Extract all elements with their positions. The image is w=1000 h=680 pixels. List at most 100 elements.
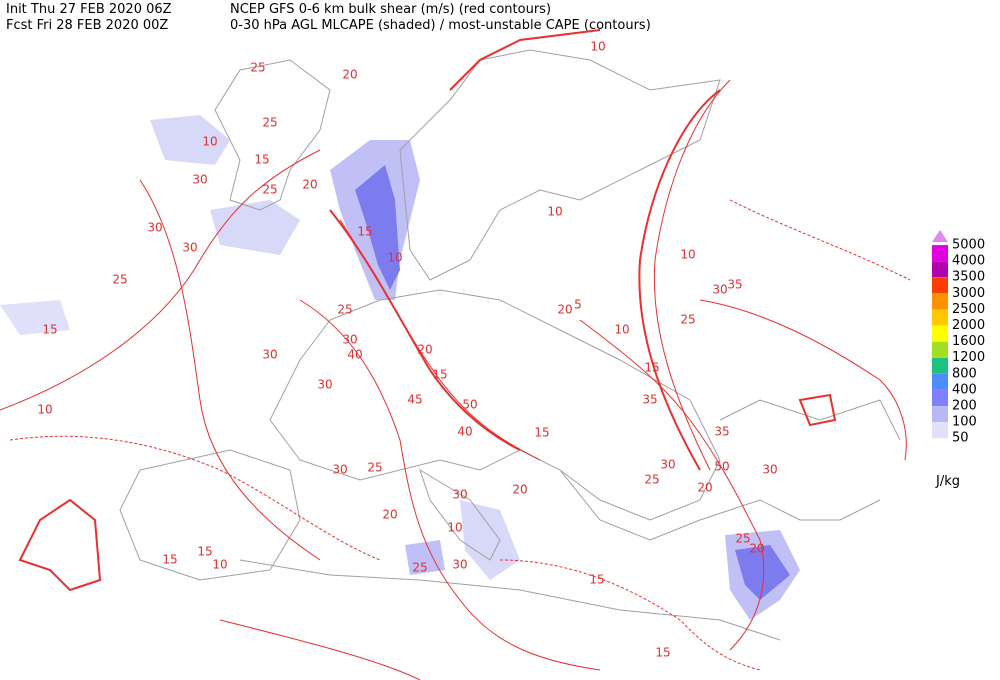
coastline xyxy=(119,449,301,581)
shear-contour xyxy=(0,149,321,411)
coastline xyxy=(214,59,331,211)
contour-label: 30 xyxy=(762,463,777,477)
cape-area xyxy=(735,545,790,600)
legend-swatch xyxy=(932,341,948,358)
contour-label: 45 xyxy=(407,393,422,407)
contour-label: 25 xyxy=(112,273,127,287)
contour-label: 10 xyxy=(37,403,52,417)
contour-label: 10 xyxy=(212,558,227,572)
shear-contour xyxy=(653,79,731,471)
legend-swatch xyxy=(932,406,948,423)
legend-swatch xyxy=(932,293,948,310)
shear-contour xyxy=(449,29,601,91)
contour-label: 25 xyxy=(250,61,265,75)
contour-label: 30 xyxy=(712,283,727,297)
legend-label: 200 xyxy=(952,399,977,414)
contour-label: 10 xyxy=(614,323,629,337)
shear-contour xyxy=(699,299,907,461)
legend-label: 1200 xyxy=(952,350,985,365)
shear-contour xyxy=(219,619,421,680)
contour-label: 10 xyxy=(202,135,217,149)
legend-unit: J/kg xyxy=(935,474,960,489)
init-time: Init Thu 27 FEB 2020 06Z xyxy=(6,2,172,17)
contour-label: 10 xyxy=(447,521,462,535)
model-title: NCEP GFS 0-6 km bulk shear (m/s) (red co… xyxy=(230,2,551,17)
contour-label: 30 xyxy=(182,241,197,255)
legend-swatch xyxy=(932,309,948,326)
contour-label: 15 xyxy=(432,368,447,382)
coastline xyxy=(399,49,721,281)
contour-label: 15 xyxy=(644,361,659,375)
shear-contour xyxy=(139,179,321,561)
contour-label: 15 xyxy=(589,573,604,587)
legend-label: 3500 xyxy=(952,270,985,285)
field-title: 0-30 hPa AGL MLCAPE (shaded) / most-unst… xyxy=(230,18,651,33)
legend-swatch xyxy=(932,277,948,294)
shear-contour xyxy=(18,498,102,592)
contour-label: 10 xyxy=(680,248,695,262)
contour-label: 30 xyxy=(342,333,357,347)
legend-swatch xyxy=(932,373,948,390)
contour-label: 25 xyxy=(412,561,427,575)
cape-shading xyxy=(0,115,800,620)
contour-label: 20 xyxy=(749,542,764,556)
contour-label: 30 xyxy=(147,221,162,235)
contour-label: 25 xyxy=(262,116,277,130)
cape-area xyxy=(0,300,70,335)
legend-swatch xyxy=(932,357,948,374)
contour-label: 10 xyxy=(590,40,605,54)
contour-label: 40 xyxy=(457,425,472,439)
contour-label: 15 xyxy=(42,323,57,337)
coastline xyxy=(239,559,781,641)
contour-label: 25 xyxy=(367,461,382,475)
shear-contour xyxy=(339,219,541,461)
cape-area xyxy=(150,115,230,165)
contour-label: 20 xyxy=(382,508,397,522)
contour-label: 25 xyxy=(262,183,277,197)
contour-label: 25 xyxy=(680,313,695,327)
contour-label: 10 xyxy=(387,251,402,265)
legend-label: 1600 xyxy=(952,334,985,349)
coastline xyxy=(419,468,501,561)
contour-label: 40 xyxy=(347,348,362,362)
legend-label: 800 xyxy=(952,366,977,381)
coastline xyxy=(269,289,721,521)
legend-label: 2000 xyxy=(952,318,985,333)
contour-label: 15 xyxy=(254,153,269,167)
contour-label: 25 xyxy=(644,473,659,487)
legend-label: 400 xyxy=(952,382,977,397)
contour-label: 30 xyxy=(660,458,675,472)
contour-label: 15 xyxy=(197,545,212,559)
contour-label: 35 xyxy=(727,278,742,292)
contour-label: 15 xyxy=(655,646,670,660)
legend-swatch xyxy=(932,261,948,278)
legend-label: 3000 xyxy=(952,286,985,301)
legend-swatch xyxy=(932,245,948,262)
contour-label: 15 xyxy=(534,426,549,440)
contour-label: 35 xyxy=(642,393,657,407)
legend-label: 2500 xyxy=(952,302,985,317)
contour-label: 30 xyxy=(317,378,332,392)
legend-label: 5000 xyxy=(952,238,985,253)
contour-label: 30 xyxy=(192,173,207,187)
contour-label: 15 xyxy=(162,553,177,567)
contour-label: 30 xyxy=(452,488,467,502)
contour-label: 25 xyxy=(337,303,352,317)
legend-label: 4000 xyxy=(952,254,985,269)
contour-label: 15 xyxy=(357,225,372,239)
contour-label: 10 xyxy=(547,205,562,219)
contour-label: 25 xyxy=(735,532,750,546)
contour-label: 20 xyxy=(342,68,357,82)
contour-label: 20 xyxy=(557,303,572,317)
contour-label: 5 xyxy=(574,298,582,312)
legend-label: 100 xyxy=(952,415,977,430)
forecast-time: Fcst Fri 28 FEB 2020 00Z xyxy=(6,18,168,33)
legend-swatch xyxy=(932,422,948,439)
legend-label: 50 xyxy=(952,431,969,446)
contour-label: 20 xyxy=(697,481,712,495)
legend-swatch xyxy=(932,325,948,342)
